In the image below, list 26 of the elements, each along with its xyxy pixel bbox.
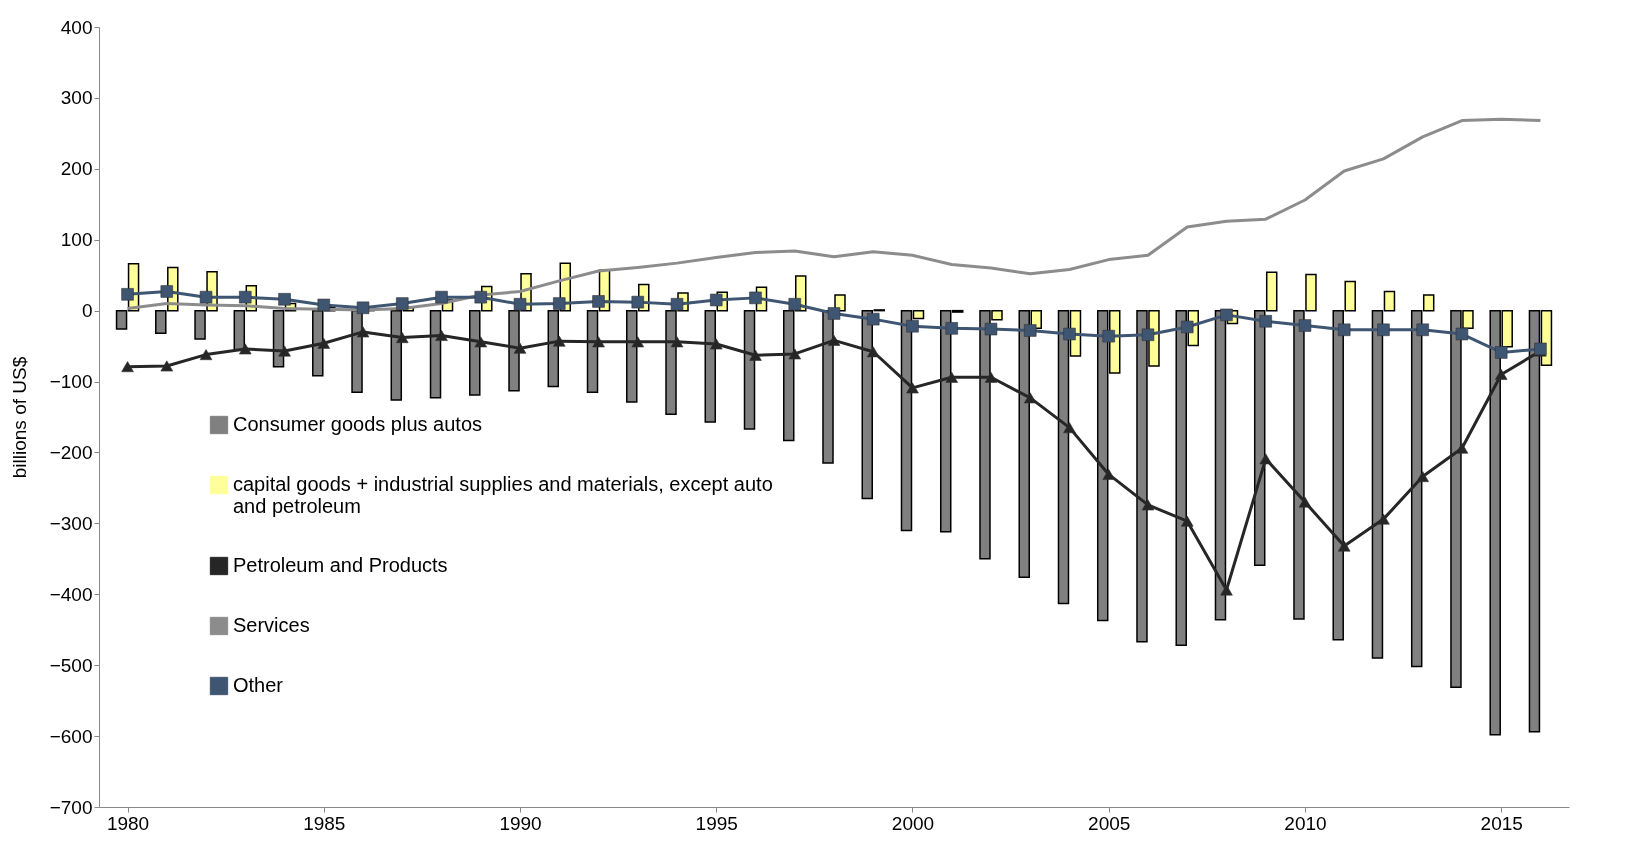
x-tick-label: 2010 [1284,812,1327,834]
legend-label: Petroleum and Products [233,554,448,576]
legend-label: Other [233,674,284,696]
y-tick-label: −500 [49,654,93,676]
y-tick-label: −300 [49,512,93,534]
x-tick-label: 1985 [303,812,346,834]
y-tick-label: 400 [60,16,93,38]
y-tick-label: −100 [49,371,93,393]
y-tick-label: 0 [81,300,93,322]
y-tick-label: 300 [60,87,93,109]
y-tick-label: −700 [49,796,93,818]
y-tick-label: −400 [49,583,93,605]
legend-label: Services [233,614,310,636]
legend-label: Consumer goods plus autos [233,413,483,435]
y-tick-label: −600 [49,725,93,747]
x-tick-label: 1990 [499,812,542,834]
y-tick-label: −200 [49,441,93,463]
x-tick-label: 2005 [1088,812,1131,834]
legend-label: capital goods + industrial supplies and materials, except auto and petroleum [233,473,773,517]
y-tick-label: 200 [60,158,93,180]
x-tick-label: 2000 [891,812,935,834]
x-tick-label: 1980 [106,812,150,834]
y-axis-title: billions of US$ [8,356,30,479]
y-tick-label: 100 [60,229,93,251]
x-tick-label: 1995 [695,812,738,834]
x-tick-label: 2015 [1480,812,1523,834]
